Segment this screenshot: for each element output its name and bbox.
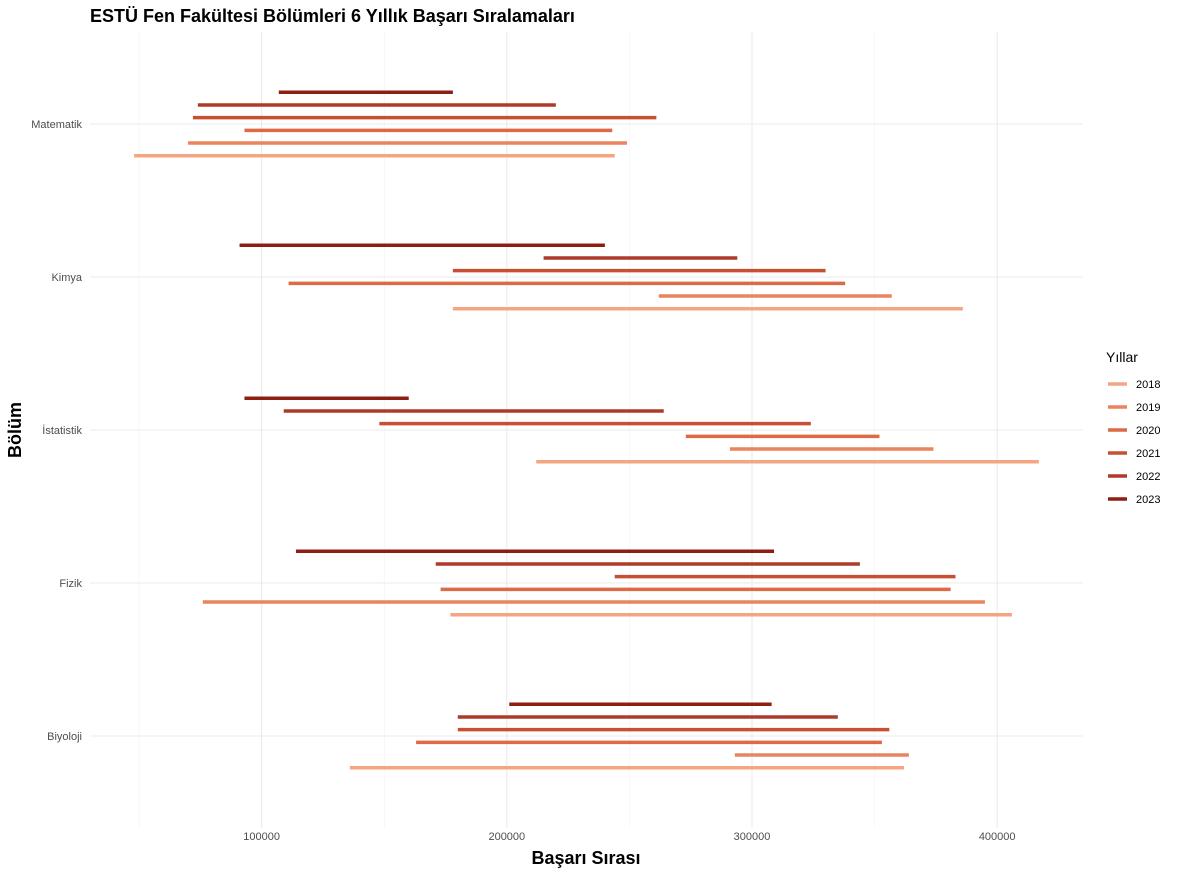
y-axis-title: Bölüm (5, 402, 25, 458)
y-tick-label: İstatistik (42, 424, 82, 437)
legend-label-2023: 2023 (1136, 494, 1160, 506)
legend-label-2022: 2022 (1136, 471, 1160, 483)
legend-label-2018: 2018 (1136, 379, 1160, 391)
x-tick-label: 200000 (488, 831, 525, 843)
legend-label-2019: 2019 (1136, 402, 1160, 414)
chart-title: ESTÜ Fen Fakültesi Bölümleri 6 Yıllık Ba… (90, 6, 575, 26)
grid (90, 32, 1083, 828)
x-axis-title: Başarı Sırası (531, 848, 640, 868)
y-tick-label: Kimya (51, 272, 82, 284)
x-tick-label: 400000 (979, 831, 1016, 843)
x-tick-labels: 100000 200000 300000 400000 (243, 831, 1015, 843)
legend: Yıllar 2018 2019 2020 2021 2022 2023 (1106, 349, 1160, 506)
y-tick-labels: Matematik Kimya İstatistik Fizik Biyoloji (31, 119, 83, 743)
y-tick-label: Matematik (31, 119, 82, 131)
legend-label-2020: 2020 (1136, 425, 1160, 437)
y-tick-label: Biyoloji (47, 731, 82, 743)
y-tick-label: Fizik (59, 578, 82, 590)
x-tick-label: 100000 (243, 831, 280, 843)
bars (134, 90, 1039, 770)
legend-label-2021: 2021 (1136, 448, 1160, 460)
x-tick-label: 300000 (734, 831, 771, 843)
legend-title: Yıllar (1106, 349, 1138, 365)
